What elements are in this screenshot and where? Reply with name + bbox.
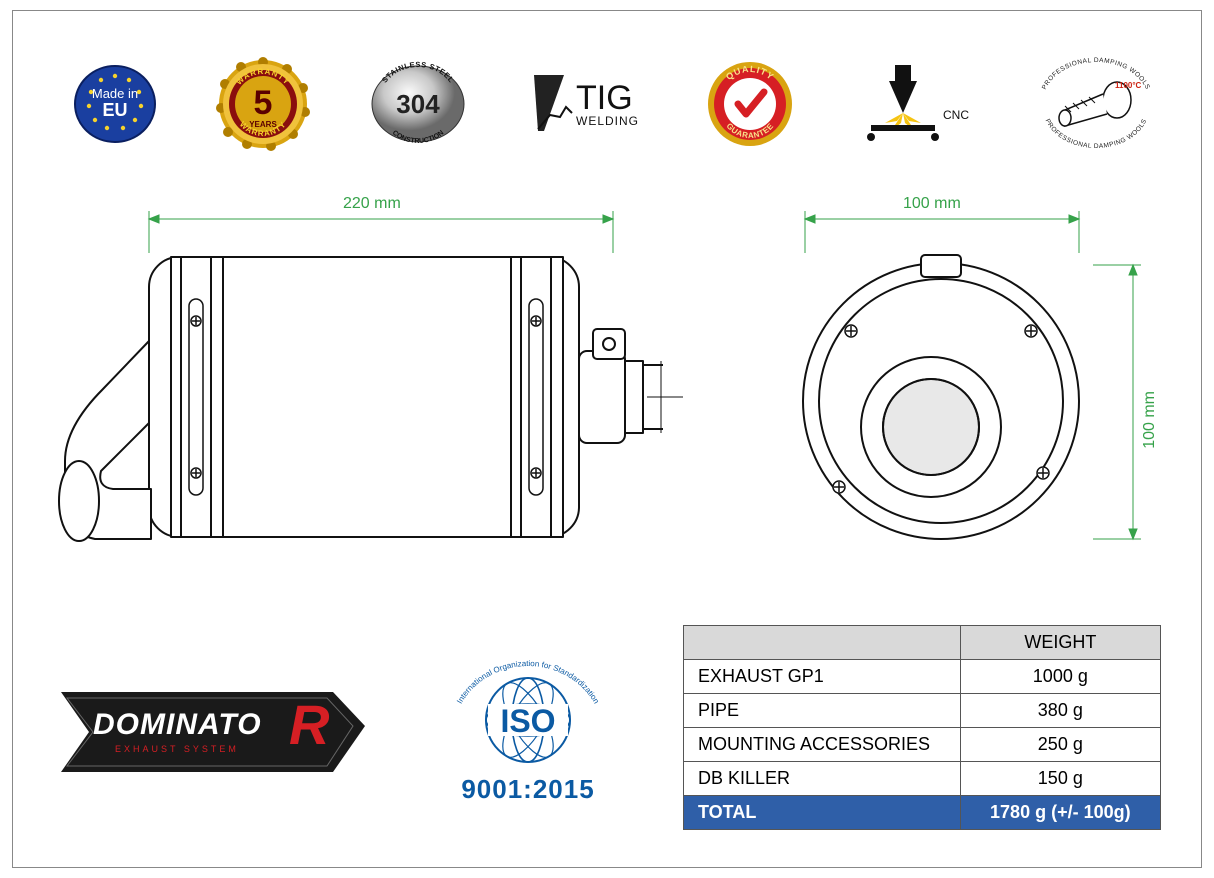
svg-text:CNC: CNC [943, 108, 969, 122]
svg-text:DOMINATO: DOMINATO [93, 708, 262, 741]
certification-badges-row: Made in EU [73, 56, 1161, 152]
brand-logo: DOMINATO R EXHAUST SYSTEM [53, 672, 373, 782]
svg-text:EXHAUST SYSTEM: EXHAUST SYSTEM [115, 744, 239, 754]
exhaust-drawing-svg [43, 201, 1183, 591]
weight-row-name: DB KILLER [684, 761, 961, 795]
cnc-icon: CNC [853, 61, 973, 147]
weight-table: WEIGHT EXHAUST GP1 1000 g PIPE 380 g MOU… [683, 625, 1161, 830]
badge-warranty-5-years: 5 YEARS WARRANTY WARRANTY [215, 56, 311, 152]
warranty-seal-icon: 5 YEARS WARRANTY WARRANTY [215, 56, 311, 152]
svg-text:ISO: ISO [500, 703, 555, 739]
stainless-steel-icon: 304 STAINLESS STEEL CONSTRUCTION [368, 61, 468, 147]
spec-sheet-frame: Made in EU [12, 10, 1202, 868]
weight-row-total: TOTAL 1780 g (+/- 100g) [684, 795, 1161, 829]
iso-number: 9001:2015 [461, 774, 594, 805]
badge-cnc: CNC [853, 61, 973, 147]
badge-damping-wools: PROFESSIONAL DAMPING WOOLS PROFESSIONAL … [1031, 56, 1161, 152]
weight-row: DB KILLER 150 g [684, 761, 1161, 795]
weight-row-name: PIPE [684, 693, 961, 727]
weight-row-value: 150 g [960, 761, 1160, 795]
badge-tig-welding: TIG WELDING [526, 69, 646, 139]
weight-row: EXHAUST GP1 1000 g [684, 659, 1161, 693]
technical-drawing: 220 mm 100 mm 100 mm [43, 201, 1183, 591]
weight-row-value: 1000 g [960, 659, 1160, 693]
dim-height-label: 100 mm [1141, 391, 1159, 449]
weight-total-value: 1780 g (+/- 100g) [960, 795, 1160, 829]
svg-text:1100°C: 1100°C [1115, 81, 1142, 90]
svg-text:WELDING: WELDING [576, 114, 639, 128]
svg-text:EU: EU [102, 100, 127, 120]
eu-flag-icon: Made in EU [73, 62, 157, 146]
badge-stainless-304: 304 STAINLESS STEEL CONSTRUCTION [368, 61, 468, 147]
dim-width-label: 100 mm [903, 195, 961, 213]
dominator-logo-icon: DOMINATO R EXHAUST SYSTEM [53, 672, 373, 782]
weight-total-label: TOTAL [684, 795, 961, 829]
weight-row: PIPE 380 g [684, 693, 1161, 727]
svg-text:5: 5 [253, 84, 272, 122]
weight-row-name: MOUNTING ACCESSORIES [684, 727, 961, 761]
weight-header-blank [684, 625, 961, 659]
iso-logo-icon: International Organization for Standardi… [443, 650, 613, 770]
badge-quality-guarantee: QUALITY GUARANTEE [704, 58, 796, 150]
weight-row: MOUNTING ACCESSORIES 250 g [684, 727, 1161, 761]
dim-length-label: 220 mm [343, 195, 401, 213]
damping-wools-icon: PROFESSIONAL DAMPING WOOLS PROFESSIONAL … [1031, 56, 1161, 152]
weight-row-value: 250 g [960, 727, 1160, 761]
weight-row-value: 380 g [960, 693, 1160, 727]
svg-text:304: 304 [397, 89, 441, 119]
badge-made-in-eu: Made in EU [73, 62, 157, 146]
quality-seal-icon: QUALITY GUARANTEE [704, 58, 796, 150]
svg-text:International Organization for: International Organization for Standardi… [455, 658, 601, 704]
svg-text:TIG: TIG [576, 79, 633, 117]
weight-table-header: WEIGHT [684, 625, 1161, 659]
iso-certification: International Organization for Standardi… [428, 650, 628, 805]
tig-welding-icon: TIG WELDING [526, 69, 646, 139]
weight-row-name: EXHAUST GP1 [684, 659, 961, 693]
svg-text:Made in: Made in [92, 86, 138, 101]
footer-row: DOMINATO R EXHAUST SYSTEM International … [53, 617, 1161, 837]
svg-text:R: R [289, 693, 330, 756]
weight-header-weight: WEIGHT [960, 625, 1160, 659]
